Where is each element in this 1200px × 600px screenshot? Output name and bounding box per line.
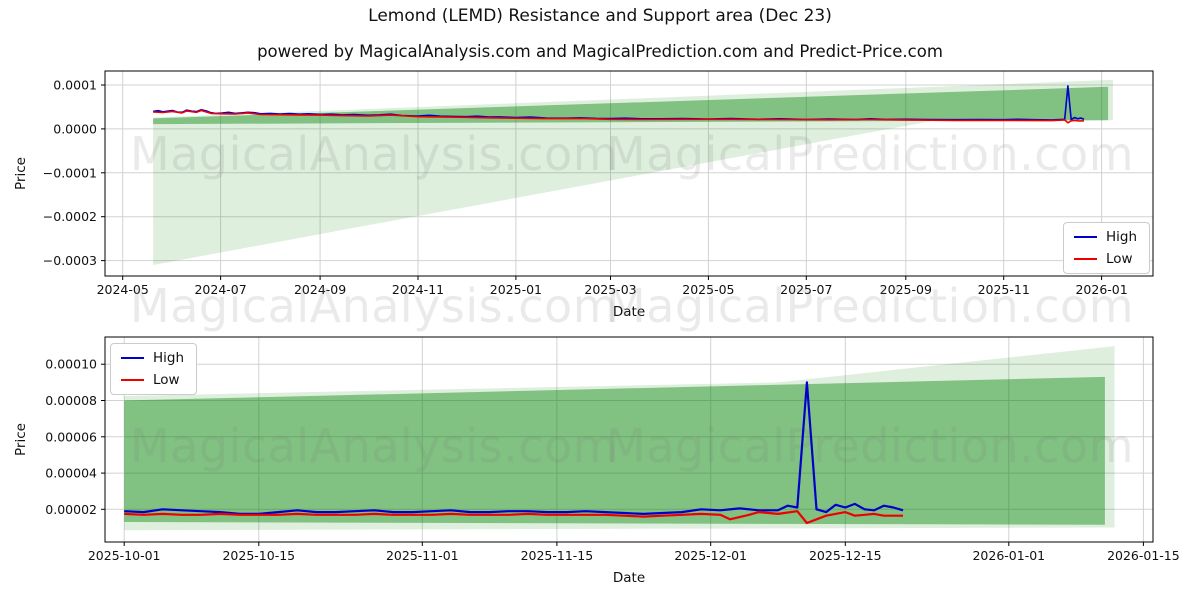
x-tick-label: 2025-11 — [978, 282, 1030, 297]
x-axis-label: Date — [613, 570, 645, 586]
support-band-light — [153, 79, 1113, 265]
overview-chart-base: 2024-05 2024-07 2024-09 2024-11 2025-01 2025-… — [13, 70, 1154, 320]
legend-entry-high: High — [1074, 229, 1137, 245]
high-line-swatch — [121, 357, 144, 359]
resistance-band-dark — [124, 376, 1105, 525]
x-tick-label: 2026-01 — [1075, 282, 1127, 297]
y-tick-label: 0.00010 — [45, 357, 97, 372]
y-axis-label: Price — [13, 423, 29, 456]
recent-chart-series — [124, 381, 904, 525]
x-tick-label: 2026-01-15 — [1107, 548, 1180, 563]
legend-entry-low: Low — [1074, 251, 1137, 267]
x-tick-label: 2025-10-15 — [222, 548, 295, 563]
y-tick-label: 0.00006 — [45, 429, 97, 444]
legend-entry-high: High — [121, 350, 184, 366]
x-tick-label: 2024-07 — [194, 282, 246, 297]
watermark-prediction: MagicalPrediction.com — [606, 127, 1134, 181]
x-tick-label: 2024-09 — [294, 282, 346, 297]
y-tick-label: 0.00004 — [45, 466, 97, 481]
x-tick-label: 2025-05 — [682, 282, 734, 297]
legend-entry-low: Low — [121, 372, 184, 388]
legend-label-low: Low — [153, 372, 180, 388]
x-tick-label: 2025-11-01 — [386, 548, 459, 563]
y-tick-label: 0.00008 — [45, 393, 97, 408]
legend-overview-chart: High Low — [1063, 222, 1151, 274]
high-line-swatch — [1074, 236, 1097, 238]
y-tick-label: −0.0001 — [43, 165, 97, 180]
x-tick-label: 2025-11-15 — [521, 548, 594, 563]
chart-subtitle: powered by MagicalAnalysis.com and Magic… — [257, 42, 943, 61]
x-tick-label: 2025-01 — [490, 282, 542, 297]
low-line — [124, 510, 903, 525]
chart-title: Lemond (LEMD) Resistance and Support are… — [368, 6, 832, 26]
watermark-analysis: MagicalAnalysis.com — [130, 127, 619, 181]
x-tick-label: 2026-01-01 — [972, 548, 1045, 563]
y-tick-label: −0.0002 — [43, 209, 97, 224]
x-tick-label: 2025-03 — [584, 282, 636, 297]
legend-recent-chart: High Low — [110, 343, 198, 395]
x-tick-label: 2025-10-01 — [88, 548, 161, 563]
recent-chart-base: 2025-10-01 2025-10-15 2025-11-01 2025-11-15… — [13, 336, 1180, 586]
legend-label-high: High — [153, 350, 185, 366]
x-tick-label: 2025-12-01 — [674, 548, 747, 563]
x-tick-label: 2025-12-15 — [809, 548, 882, 563]
plot-border — [104, 70, 1154, 277]
x-tick-label: 2024-11 — [392, 282, 444, 297]
y-tick-label: 0.0000 — [53, 121, 97, 136]
y-axis-label: Price — [13, 157, 29, 190]
watermark-prediction: MagicalPrediction.com — [606, 419, 1134, 473]
x-axis-label: Date — [613, 304, 645, 320]
y-tick-label: −0.0003 — [43, 253, 97, 268]
y-tick-label: 0.00002 — [45, 502, 97, 517]
y-tick-label: 0.0001 — [53, 78, 97, 93]
low-line-swatch — [121, 379, 144, 381]
watermark-analysis: MagicalAnalysis.com — [130, 419, 619, 473]
high-line — [124, 381, 904, 516]
watermark-prediction: MagicalPrediction.com — [606, 279, 1134, 333]
x-tick-label: 2025-07 — [780, 282, 832, 297]
legend-label-low: Low — [1106, 251, 1133, 267]
overview-chart-series — [152, 85, 1085, 124]
support-band-light — [124, 346, 1115, 531]
watermark-analysis: MagicalAnalysis.com — [130, 279, 619, 333]
low-line-swatch — [1074, 258, 1097, 260]
x-tick-label: 2024-05 — [97, 282, 149, 297]
low-line — [153, 109, 1085, 124]
x-tick-label: 2025-09 — [880, 282, 932, 297]
plot-border — [104, 336, 1154, 543]
legend-label-high: High — [1106, 229, 1138, 245]
